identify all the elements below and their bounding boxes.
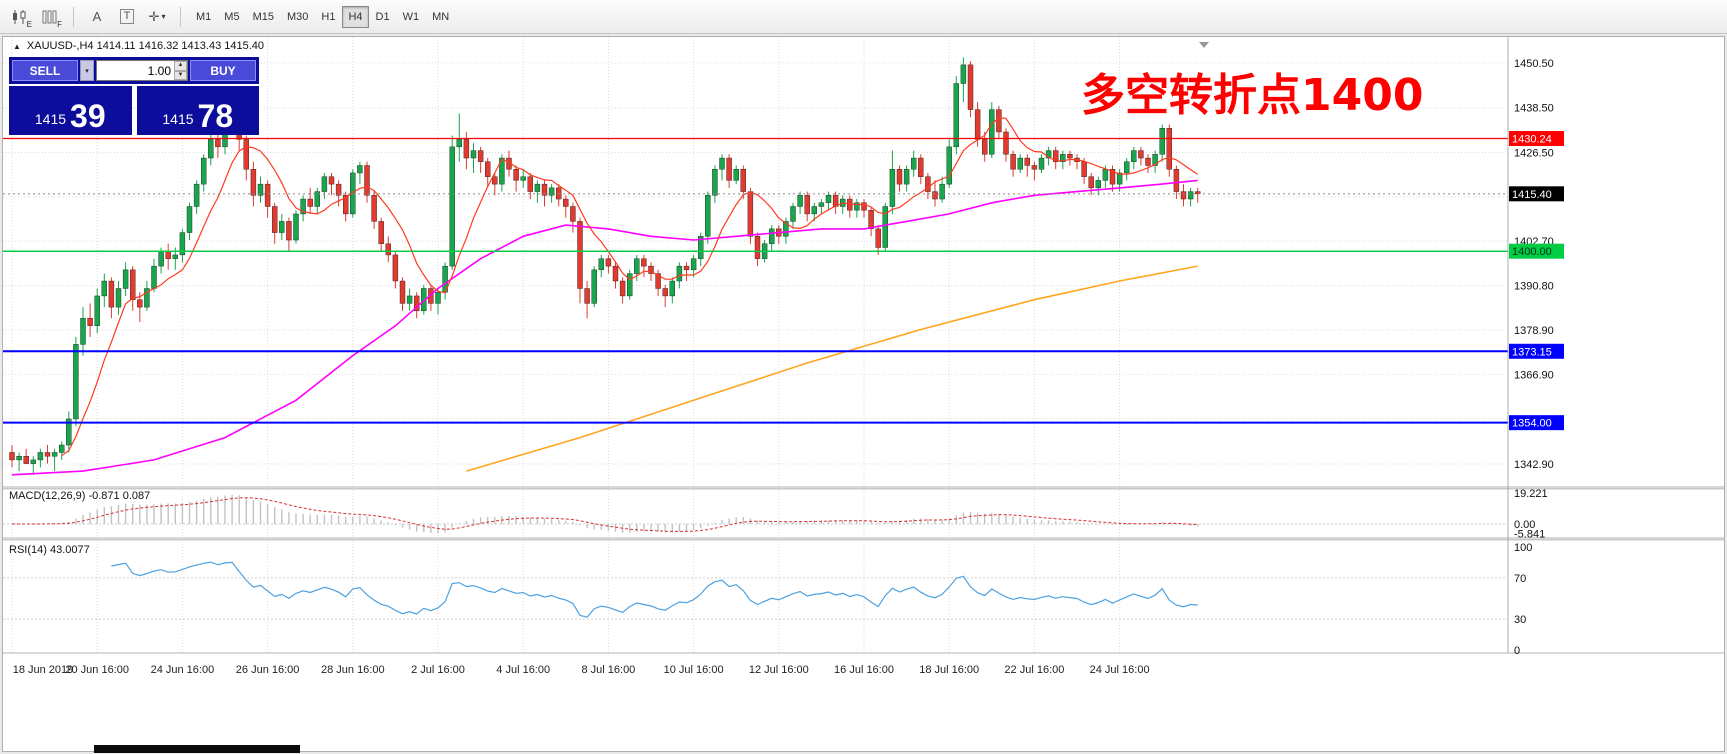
svg-text:16 Jul 16:00: 16 Jul 16:00 [834, 664, 894, 676]
timeframe-button-w1[interactable]: W1 [397, 6, 426, 28]
text-tool-icon[interactable]: A [92, 9, 102, 24]
svg-text:24 Jun 16:00: 24 Jun 16:00 [151, 664, 215, 676]
sell-button[interactable]: SELL [12, 60, 78, 81]
timeframe-button-m5[interactable]: M5 [218, 6, 245, 28]
svg-text:1430.24: 1430.24 [1512, 134, 1552, 146]
svg-text:1366.90: 1366.90 [1514, 370, 1554, 382]
svg-text:RSI(14) 43.0077: RSI(14) 43.0077 [9, 544, 90, 556]
buy-price-box[interactable]: 1415 78 [136, 86, 259, 135]
volume-up-button[interactable]: ▲ [174, 61, 187, 71]
sell-price-box[interactable]: 1415 39 [9, 86, 132, 135]
svg-text:100: 100 [1514, 542, 1532, 554]
svg-text:1438.50: 1438.50 [1514, 103, 1554, 115]
volume-field: ▲ ▼ [96, 60, 188, 81]
volume-down-button[interactable]: ▼ [174, 70, 187, 80]
svg-text:0: 0 [1514, 645, 1520, 657]
svg-text:0.00: 0.00 [1514, 519, 1535, 531]
draw-tools-icon[interactable]: ✛ ▾ [148, 8, 166, 24]
svg-text:1415.40: 1415.40 [1512, 189, 1552, 201]
volume-stepper: ▲ ▼ [174, 61, 187, 80]
svg-text:22 Jul 16:00: 22 Jul 16:00 [1004, 664, 1064, 676]
timeframe-button-m1[interactable]: M1 [190, 6, 217, 28]
chart-type-icon[interactable]: E [6, 4, 34, 30]
svg-text:26 Jun 16:00: 26 Jun 16:00 [236, 664, 300, 676]
timeframe-button-mn[interactable]: MN [426, 6, 455, 28]
svg-text:8 Jul 16:00: 8 Jul 16:00 [581, 664, 635, 676]
chart-annotation-text: 多空转折点1400 [1081, 70, 1424, 121]
svg-text:18 Jun 2019: 18 Jun 2019 [13, 664, 74, 676]
svg-text:1342.90: 1342.90 [1514, 459, 1554, 471]
timeframe-button-m30[interactable]: M30 [281, 6, 314, 28]
bottom-dark-bar [94, 745, 300, 753]
svg-text:70: 70 [1514, 573, 1526, 585]
svg-text:19.221: 19.221 [1514, 488, 1548, 500]
one-click-trading-controls: SELL ▾ ▲ ▼ BUY [9, 57, 259, 84]
volume-input[interactable] [97, 61, 174, 80]
svg-text:-5.841: -5.841 [1514, 528, 1545, 540]
toolbar-separator [180, 6, 181, 27]
svg-text:28 Jun 16:00: 28 Jun 16:00 [321, 664, 385, 676]
svg-text:24 Jul 16:00: 24 Jul 16:00 [1090, 664, 1150, 676]
indicators-sub-label: F [57, 19, 62, 29]
svg-text:1378.90: 1378.90 [1514, 325, 1554, 337]
svg-text:1373.15: 1373.15 [1512, 346, 1552, 358]
svg-text:1400.00: 1400.00 [1512, 246, 1552, 258]
svg-text:20 Jun 16:00: 20 Jun 16:00 [65, 664, 129, 676]
toolbar-separator [73, 6, 74, 27]
buy-price-small: 1415 [162, 111, 194, 127]
svg-text:10 Jul 16:00: 10 Jul 16:00 [664, 664, 724, 676]
timeframe-button-group: M1 M5 M15 M30 H1 H4 D1 W1 MN [190, 5, 455, 28]
chart-window: 1450.50 1438.50 1426.50 1402.70 1390.80 1378.… [2, 36, 1725, 752]
price-chart-canvas[interactable]: 1450.501438.501426.501402.701390.801378.… [3, 37, 1724, 751]
indicators-icon[interactable]: F [36, 4, 64, 30]
svg-text:1426.50: 1426.50 [1514, 147, 1554, 159]
collapse-arrow-icon[interactable]: ▲ [13, 41, 21, 51]
draw-tools-caret-icon: ▾ [161, 12, 166, 21]
timeframe-button-h1[interactable]: H1 [315, 6, 341, 28]
timeframe-button-h4[interactable]: H4 [342, 5, 369, 28]
svg-text:2 Jul 16:00: 2 Jul 16:00 [411, 664, 465, 676]
svg-text:1390.80: 1390.80 [1514, 281, 1554, 293]
buy-button[interactable]: BUY [190, 60, 256, 81]
svg-text:4 Jul 16:00: 4 Jul 16:00 [496, 664, 550, 676]
sell-price-small: 1415 [34, 111, 67, 127]
one-click-trading-prices: 1415 39 1415 78 [9, 86, 259, 135]
main-toolbar: E F A T ✛ ▾ M1 M5 M15 M30 H1 H4 D1 W1 MN [0, 0, 1727, 34]
chart-type-sub-label: E [26, 19, 32, 29]
sell-price-big: 39 [70, 97, 106, 134]
one-click-trading-panel: SELL ▾ ▲ ▼ BUY 1415 39 1415 78 [9, 57, 259, 135]
svg-text:18 Jul 16:00: 18 Jul 16:00 [919, 664, 979, 676]
timeframe-button-d1[interactable]: D1 [370, 6, 396, 28]
svg-text:30: 30 [1514, 614, 1526, 626]
svg-text:MACD(12,26,9) -0.871 0.087: MACD(12,26,9) -0.871 0.087 [9, 490, 150, 502]
timeframe-button-m15[interactable]: M15 [247, 6, 280, 28]
svg-text:12 Jul 16:00: 12 Jul 16:00 [749, 664, 809, 676]
buy-price-big: 78 [197, 97, 234, 134]
symbol-ohlc-text: XAUUSD-,H4 1414.11 1416.32 1413.43 1415.… [26, 40, 265, 52]
svg-text:1450.50: 1450.50 [1514, 58, 1554, 70]
volume-dropdown-button[interactable]: ▾ [80, 60, 94, 81]
svg-text:1354.00: 1354.00 [1512, 418, 1552, 430]
chart-ohlc-header: ▲ XAUUSD-,H4 1414.11 1416.32 1413.43 141… [13, 40, 264, 52]
template-tool-icon[interactable]: T [113, 4, 141, 30]
